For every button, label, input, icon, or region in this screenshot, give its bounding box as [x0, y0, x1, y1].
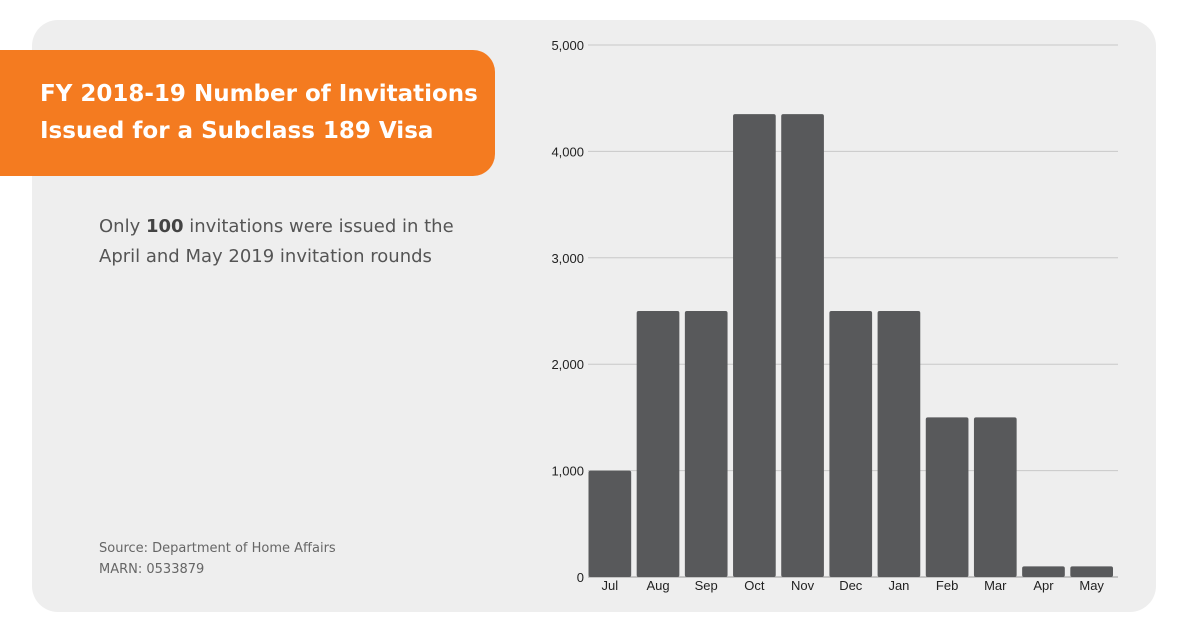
- bar-apr: [1022, 566, 1065, 577]
- y-tick-label: 1,000: [551, 464, 584, 479]
- note-prefix: Only: [99, 216, 146, 237]
- title-banner: [0, 50, 495, 176]
- bar-nov: [781, 114, 824, 577]
- highlight-note: Only 100 invitations were issued in the …: [99, 212, 479, 272]
- x-tick-label: Dec: [839, 578, 863, 593]
- x-tick-label: Mar: [984, 578, 1007, 593]
- bar-oct: [733, 114, 776, 577]
- x-tick-label: Feb: [936, 578, 958, 593]
- y-tick-label: 2,000: [551, 357, 584, 372]
- bar-may: [1070, 566, 1113, 577]
- bar-feb: [925, 417, 969, 577]
- bar-sep: [684, 311, 728, 577]
- x-tick-label: Aug: [646, 578, 669, 593]
- x-tick-label: Apr: [1033, 578, 1054, 593]
- note-highlight: 100: [145, 216, 184, 237]
- x-tick-label: May: [1079, 578, 1104, 593]
- x-tick-label: Sep: [695, 578, 718, 593]
- y-tick-label: 4,000: [551, 144, 584, 159]
- chart-title: FY 2018-19 Number of Invitations Issued …: [40, 81, 478, 144]
- source-line: Source: Department of Home Affairs: [99, 541, 336, 556]
- x-tick-label: Jan: [888, 578, 909, 593]
- y-tick-label: 5,000: [551, 38, 584, 53]
- y-tick-label: 0: [577, 570, 584, 585]
- bar-aug: [636, 311, 680, 577]
- bar-dec: [829, 311, 873, 577]
- bar-jan: [877, 311, 921, 577]
- marn-line: MARN: 0533879: [99, 562, 205, 577]
- note-suffix: invitations were issued in the April and…: [99, 216, 454, 267]
- y-tick-label: 3,000: [551, 251, 584, 266]
- x-tick-label: Nov: [791, 578, 815, 593]
- source-info: Source: Department of Home Affairs MARN:…: [99, 538, 336, 580]
- x-tick-label: Oct: [744, 578, 765, 593]
- bar-mar: [973, 417, 1017, 577]
- x-tick-label: Jul: [602, 578, 619, 593]
- bar-jul: [588, 470, 632, 577]
